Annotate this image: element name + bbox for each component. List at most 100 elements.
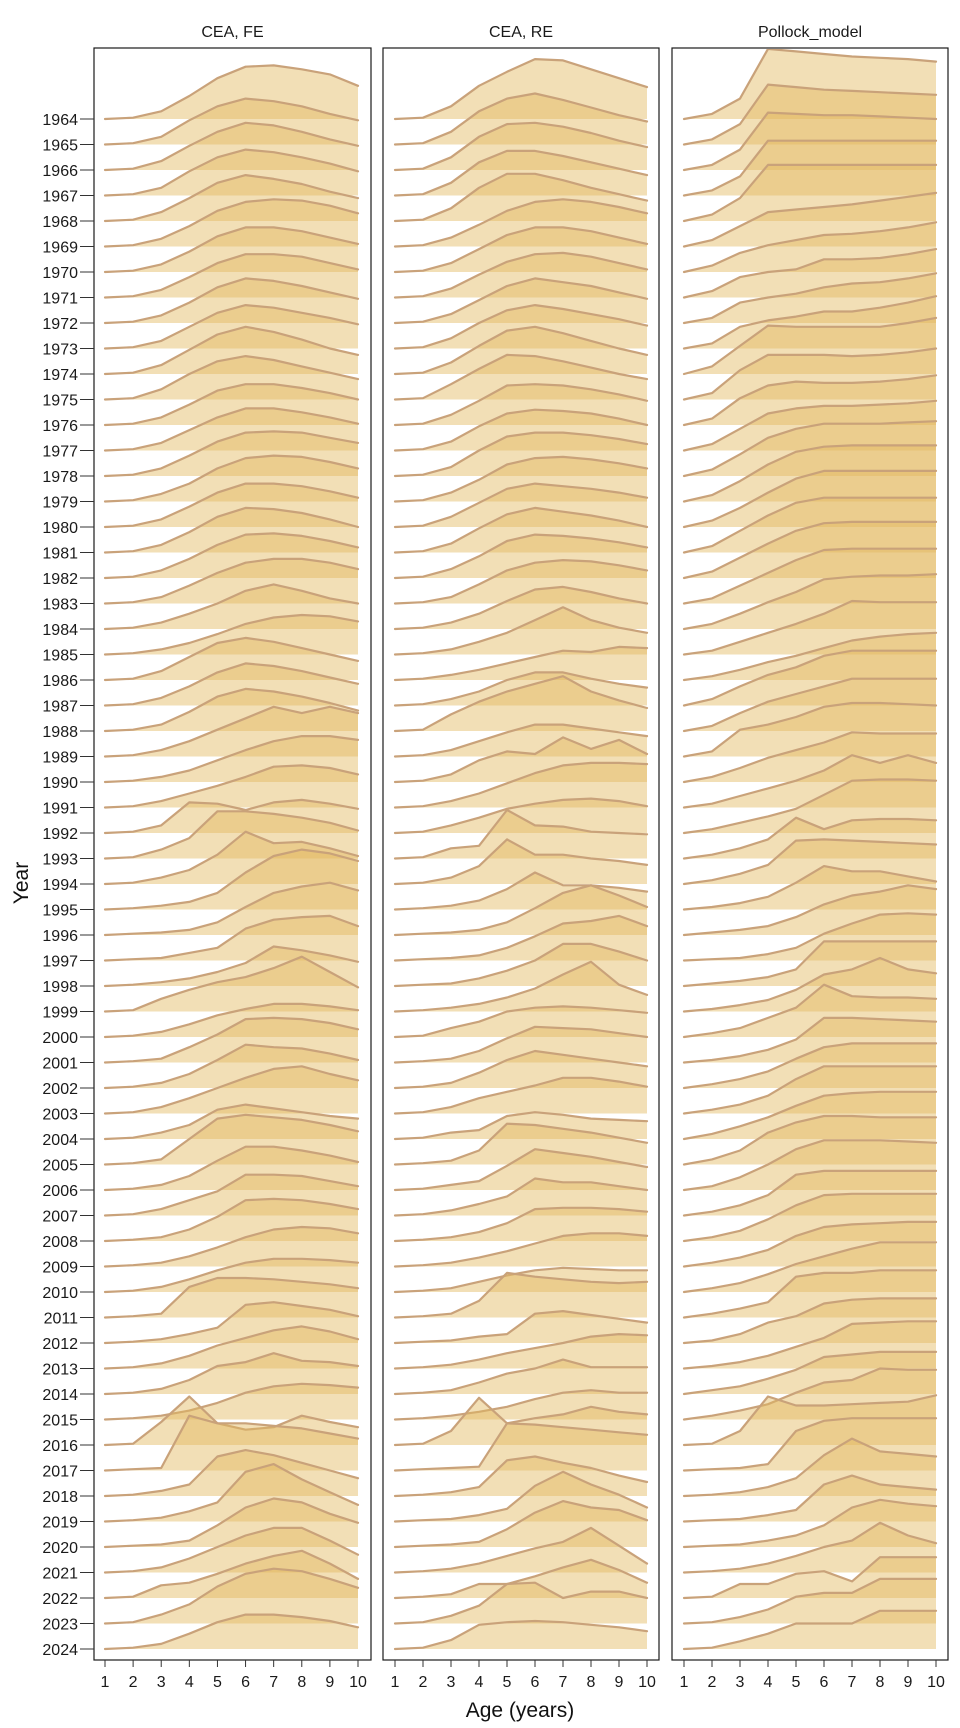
ridge-area [684, 601, 936, 655]
ridge-line [393, 960, 649, 1013]
ridge-line [393, 1005, 649, 1039]
ridge-line [393, 838, 649, 886]
ridge-area [684, 941, 936, 986]
panel-strip-title: Pollock_model [758, 24, 862, 41]
y-tick-label: 1972 [42, 316, 78, 333]
ridge-line [682, 469, 938, 529]
ridge-line [103, 1613, 360, 1651]
ridge-area [684, 222, 936, 272]
ridge-area [395, 534, 647, 578]
x-tick-label: 5 [503, 1674, 512, 1691]
ridge-area [684, 1578, 936, 1624]
ridge-line [682, 1065, 938, 1115]
ridge-line [393, 1122, 649, 1166]
ridges-group [393, 58, 649, 1651]
y-tick-label: 1971 [42, 291, 78, 308]
ridge-line [103, 383, 360, 427]
ridge-line [393, 121, 649, 172]
ridge-area [395, 1233, 647, 1267]
ridge-line [103, 557, 360, 605]
ridge-line [393, 942, 649, 988]
ridge-line [103, 735, 360, 784]
y-tick-label: 1973 [42, 342, 78, 359]
ridge-area [105, 946, 358, 986]
x-tick-label: 2 [129, 1674, 138, 1691]
ridge-area [684, 317, 936, 374]
ridge-line [682, 940, 938, 988]
ridge-line [393, 559, 649, 605]
ridge-line [103, 810, 360, 860]
y-tick-label: 1994 [42, 877, 78, 894]
ridge-area [105, 706, 358, 757]
y-tick-label: 2021 [42, 1566, 78, 1583]
ridge-area [395, 252, 647, 298]
ridge-area [105, 1066, 358, 1114]
ridge-line [393, 408, 649, 452]
y-tick-label: 1984 [42, 622, 78, 639]
y-tick-label: 2011 [44, 1311, 79, 1328]
ridge-line [393, 808, 649, 860]
y-tick-label: 1997 [42, 954, 78, 971]
ridge-area [395, 1456, 647, 1496]
ridge-line [103, 1043, 360, 1090]
y-tick-label: 1981 [42, 546, 78, 563]
x-tick-label: 8 [876, 1674, 885, 1691]
ridge-area [684, 1140, 936, 1190]
ridge-line [682, 163, 938, 223]
ridge-area [395, 326, 647, 374]
ridge-line [393, 226, 649, 274]
x-tick-label: 7 [269, 1674, 278, 1691]
ridge-area [684, 548, 936, 604]
ridge-line [682, 1114, 938, 1166]
y-tick-label: 2018 [42, 1489, 78, 1506]
ridge-area [105, 356, 358, 400]
ridge-area [105, 1614, 358, 1649]
y-tick-label: 1982 [42, 571, 78, 588]
y-tick-label: 2006 [42, 1183, 78, 1200]
ridge-area [684, 1270, 936, 1318]
ridge-area [395, 1178, 647, 1216]
ridge-line [103, 97, 360, 146]
y-tick-label: 2001 [42, 1056, 78, 1073]
ridge-line [682, 778, 938, 835]
y-tick-label: 1985 [42, 648, 78, 665]
ridge-line [103, 1276, 360, 1319]
ridge-line [103, 848, 360, 911]
ridge-line [393, 58, 649, 121]
ridge-line [103, 1173, 360, 1217]
ridge-line [682, 1241, 938, 1294]
ridge-line [682, 1394, 938, 1447]
ridge-area [684, 574, 936, 629]
ridge-line [682, 1350, 938, 1396]
ridge-line [103, 798, 360, 835]
ridge-line [682, 1417, 938, 1472]
ridge-line [682, 1556, 938, 1600]
ridge-line [682, 865, 938, 911]
y-tick-label: 2004 [42, 1132, 78, 1149]
ridge-line [103, 1497, 360, 1549]
ridge-area [684, 192, 936, 247]
ridge-line [393, 1266, 649, 1294]
ridge-area [395, 586, 647, 629]
ridge-line [393, 1558, 649, 1600]
ridge-area [684, 1395, 936, 1445]
y-tick-label: 1987 [42, 699, 78, 716]
y-tick-label: 1969 [42, 240, 78, 257]
ridge-line [103, 1567, 360, 1625]
y-tick-label: 1990 [42, 775, 78, 792]
ridge-line [103, 945, 360, 988]
ridge-line [393, 1025, 649, 1064]
ridge-area [395, 1311, 647, 1343]
ridge-line [682, 248, 938, 299]
ridge-line [682, 347, 938, 401]
x-tick-label: 1 [680, 1674, 689, 1691]
y-tick-label: 1996 [42, 928, 78, 945]
ridge-line [682, 573, 938, 631]
x-tick-label: 8 [297, 1674, 306, 1691]
ridge-area [105, 849, 358, 910]
ridge-line [393, 455, 649, 503]
ridge-line [103, 914, 360, 962]
x-tick-label: 8 [587, 1674, 596, 1691]
ridge-area [395, 59, 647, 119]
y-tick-label: 1976 [42, 418, 78, 435]
